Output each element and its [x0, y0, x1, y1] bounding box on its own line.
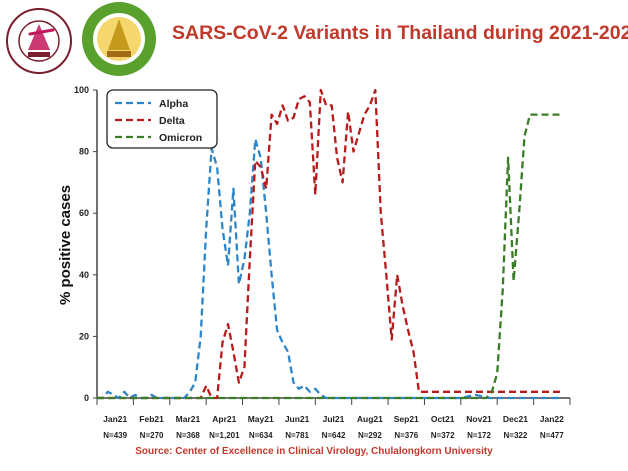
y-tick-label: 0 [84, 393, 89, 403]
x-tick-label: Aug21 [357, 414, 383, 424]
x-sample-size-label: N=642 [322, 431, 346, 440]
x-tick-label: May21 [248, 414, 274, 424]
x-tick-label: Mar21 [176, 414, 201, 424]
x-sample-size-label: N=172 [467, 431, 491, 440]
x-tick-label: Jan21 [103, 414, 127, 424]
logo-clinical-virology [6, 8, 72, 74]
x-sample-size-label: N=372 [431, 431, 455, 440]
x-sample-size-label: N=477 [540, 431, 564, 440]
chart-series [97, 88, 563, 400]
y-tick-label: 20 [79, 331, 89, 341]
variant-line-chart: % positive cases 0 20 40 60 80 100 Jan21 N=439 F… [57, 85, 571, 440]
x-sample-size-label: N=292 [358, 431, 382, 440]
logo-right-emblem-icon [93, 13, 145, 65]
y-tick-label: 60 [79, 208, 89, 218]
logo-faculty-medicine [82, 2, 156, 76]
x-tick-label: Oct21 [431, 414, 455, 424]
x-sample-size-label: N=1,201 [209, 431, 240, 440]
x-sample-size-label: N=376 [394, 431, 418, 440]
x-tick-label: Apr21 [212, 414, 236, 424]
x-sample-size-label: N=634 [249, 431, 273, 440]
chart-legend: Alpha Delta Omicron [106, 89, 218, 149]
x-sample-size-label: N=781 [285, 431, 309, 440]
x-tick-label: Sep21 [394, 414, 419, 424]
x-sample-size-label: N=368 [176, 431, 200, 440]
chart-title: SARS-CoV-2 Variants in Thailand during 2… [172, 22, 628, 44]
y-tick-label: 100 [74, 85, 89, 95]
x-sample-size-label: N=439 [103, 431, 127, 440]
legend-label-delta: Delta [159, 115, 185, 127]
y-tick-label: 40 [79, 270, 89, 280]
legend-label-omicron: Omicron [159, 132, 202, 144]
x-sample-size-label: N=322 [504, 431, 528, 440]
x-tick-label: Dec21 [503, 414, 528, 424]
series-line-alpha [97, 138, 563, 400]
x-tick-label: Jul21 [323, 414, 345, 424]
x-sample-size-label: N=270 [140, 431, 164, 440]
source-text: Source: Center of Excellence in Clinical… [135, 446, 493, 457]
legend-label-alpha: Alpha [159, 98, 188, 110]
logo-left-emblem-icon [18, 20, 60, 62]
x-tick-label: Nov21 [466, 414, 492, 424]
x-tick-label: Jun21 [285, 414, 310, 424]
legend-box [106, 89, 218, 149]
series-line-delta [97, 88, 563, 400]
x-tick-label: Feb21 [139, 414, 164, 424]
y-axis-label: % positive cases [57, 185, 74, 305]
series-line-omicron [97, 113, 563, 400]
x-tick-label: Jan22 [540, 414, 564, 424]
y-tick-label: 80 [79, 147, 89, 157]
